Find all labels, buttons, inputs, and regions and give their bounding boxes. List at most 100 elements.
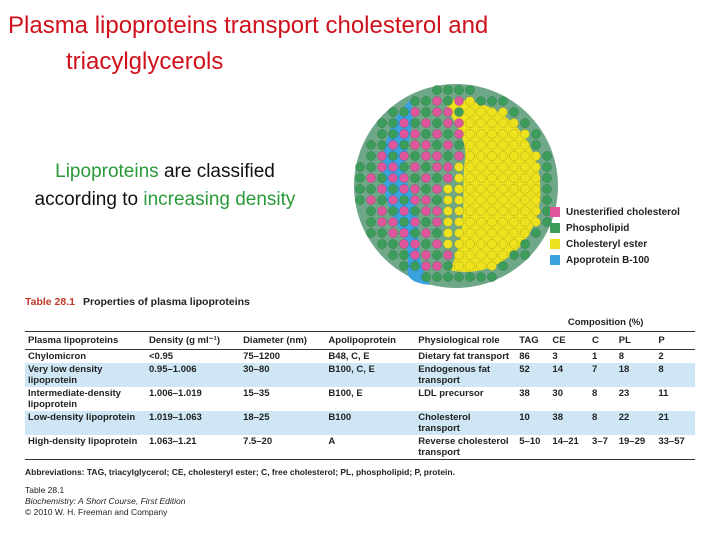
source: Table 28.1 Biochemistry: A Short Course,… (25, 485, 695, 518)
particle-dot (410, 140, 420, 150)
particle-dot (443, 184, 453, 194)
particle-dot (542, 217, 552, 227)
table-cell: 33–57 (655, 435, 695, 460)
table-row: Chylomicron <0.95 75–1200 B48, C, E Dietary … (25, 350, 695, 364)
particle-dot (498, 96, 508, 106)
table-cell: Dietary fat transport (418, 351, 510, 362)
particle-dot (377, 239, 387, 249)
column-header: PL (615, 331, 656, 350)
particle-dot (498, 239, 508, 249)
particle-dot (520, 239, 530, 249)
particle-dot (443, 195, 453, 205)
particle-dot (421, 261, 431, 271)
particle-dot (388, 140, 398, 150)
particle-dot (377, 195, 387, 205)
table-cell: 30 (552, 388, 563, 399)
source-line: © 2010 W. H. Freeman and Company (25, 507, 168, 517)
particle-dot (487, 118, 497, 128)
particle-dot (443, 173, 453, 183)
particle-dot (366, 162, 376, 172)
subtitle: Lipoproteins are classified according to… (30, 158, 300, 214)
particle-dot (432, 162, 442, 172)
table-cell: 18 (615, 363, 656, 387)
column-header: Physiological role (415, 331, 517, 350)
particle-dot (509, 228, 519, 238)
particle-dot (410, 129, 420, 139)
particle-dot (366, 151, 376, 161)
particle-dot (498, 228, 508, 238)
particle-dot (487, 129, 497, 139)
particle-dot (542, 151, 552, 161)
table-cell: High-density lipoprotein (25, 435, 146, 460)
source-line: Biochemistry: A Short Course, First Edit… (25, 496, 186, 506)
table-caption: Table 28.1 Properties of plasma lipoprote… (25, 296, 695, 308)
particle-dot (454, 107, 464, 117)
particle-dot (476, 195, 486, 205)
particle-dot (476, 206, 486, 216)
table-cell: 1.006–1.019 (149, 388, 202, 399)
particle-dot (399, 195, 409, 205)
legend-swatch (550, 255, 560, 265)
particle-dot (498, 217, 508, 227)
particle-dot (410, 118, 420, 128)
particle-dot (476, 129, 486, 139)
particle-dot (432, 140, 442, 150)
particle-dot (410, 162, 420, 172)
particle-dot (443, 250, 453, 260)
particle-dot (432, 217, 442, 227)
particle-dot (388, 129, 398, 139)
particle-dot (476, 228, 486, 238)
table-row: Intermediate-density lipoprotein 1.006–1.… (25, 387, 695, 411)
particle-dot (366, 228, 376, 238)
particle-dot (388, 107, 398, 117)
table-cell: 86 (519, 351, 530, 362)
particle-dot (421, 173, 431, 183)
particle-dot (465, 217, 475, 227)
particle-dot (432, 239, 442, 249)
particle-dot (509, 129, 519, 139)
particle-dot (410, 250, 420, 260)
table-cell: 1.019–1.063 (146, 411, 241, 435)
table-row: Very low density lipoprotein 0.95–1.006 30… (25, 363, 695, 387)
particle-dot (465, 250, 475, 260)
particle-dot (399, 140, 409, 150)
particle-dot (509, 206, 519, 216)
particle-dot (465, 261, 475, 271)
particle-dot (432, 195, 442, 205)
particle-dot (366, 195, 376, 205)
table-cell: 3 (552, 351, 558, 362)
particle-dot (410, 184, 420, 194)
particle-dot (388, 228, 398, 238)
particle-dot (432, 206, 442, 216)
table-cell: Very low density lipoprotein (25, 363, 146, 387)
particle-dot (498, 195, 508, 205)
particle-dot (443, 118, 453, 128)
particle-dot (377, 118, 387, 128)
particle-dot (432, 107, 442, 117)
particle-dot (531, 228, 541, 238)
particle-dot (498, 140, 508, 150)
particle-dot (410, 173, 420, 183)
particle-dot (388, 118, 398, 128)
particle-dot (498, 206, 508, 216)
particle-dot (410, 206, 420, 216)
particle-dot (443, 272, 453, 282)
table-cell: A (325, 435, 416, 460)
particle-dot (465, 162, 475, 172)
table-cell: 8 (655, 363, 695, 387)
particle-dot (399, 129, 409, 139)
particle-dot (509, 173, 519, 183)
table-cell: LDL precursor (418, 388, 484, 399)
particle-dot (476, 140, 486, 150)
particle-dot (421, 107, 431, 117)
particle-dot (443, 96, 453, 106)
subtitle-part: are classified according to (34, 161, 275, 210)
particle-dot (377, 184, 387, 194)
table-cell: B100, E (328, 388, 363, 399)
table-cell: Reverse cholesterol transport (415, 435, 517, 460)
particle-dot (399, 261, 409, 271)
particle-dot (509, 195, 519, 205)
particle-dot (443, 162, 453, 172)
particle-dot (399, 162, 409, 172)
particle-dot (509, 151, 519, 161)
